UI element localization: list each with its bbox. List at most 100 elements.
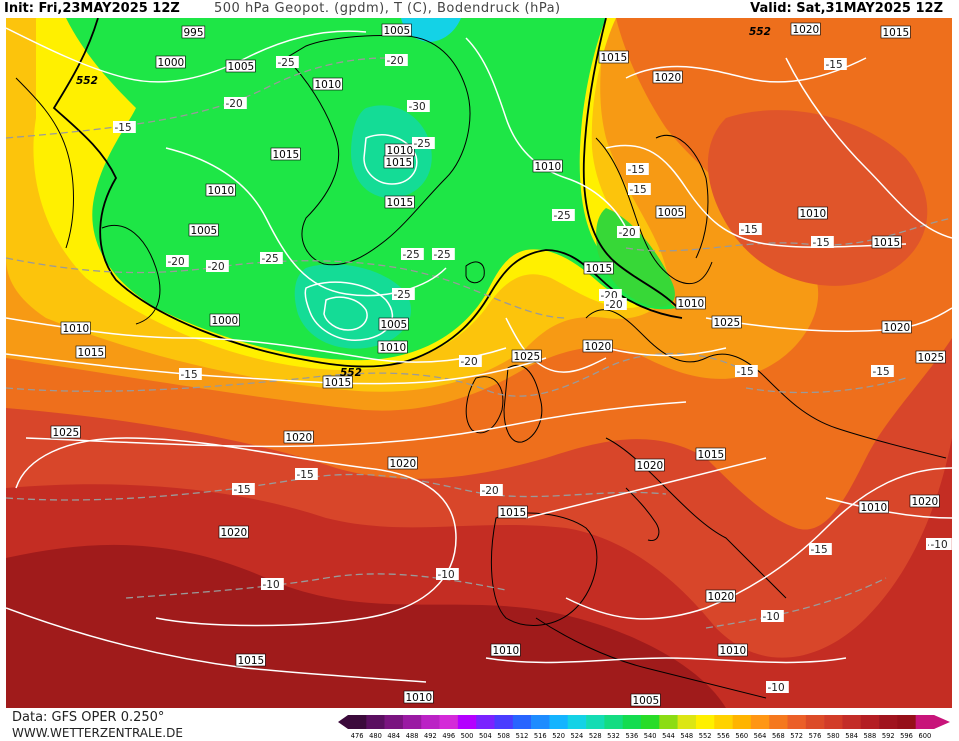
isobar-label: 1025 — [711, 315, 742, 329]
colorbar-tick-label: 548 — [680, 731, 693, 739]
temperature-label-text: -20 — [606, 299, 623, 311]
temperature-label: -20 — [459, 355, 482, 368]
isobar-label-text: 1020 — [708, 591, 735, 603]
temperature-label-text: -15 — [181, 369, 198, 381]
isobar-label-box — [634, 458, 665, 472]
temperature-label: -25 — [392, 288, 415, 301]
isobar-label-text: 1020 — [884, 322, 911, 334]
temperature-label: -15 — [295, 468, 318, 481]
temperature-label-box — [401, 248, 424, 260]
isobar-label-box — [75, 345, 106, 359]
isobar-label: 1005 — [225, 59, 256, 73]
map-title: 500 hPa Geopot. (gpdm), T (C), Bodendruc… — [214, 1, 561, 16]
isobar-label-text: 1010 — [63, 323, 90, 335]
temperature-label: -15 — [179, 368, 202, 381]
temperature-label: -15 — [739, 223, 762, 236]
temperature-label: -15 — [809, 543, 832, 556]
isobar-label-text: 1005 — [191, 225, 218, 237]
colorbar-swatch — [384, 715, 404, 729]
isobar-label: 1010 — [205, 183, 236, 197]
isobar-label-text: 1025 — [714, 317, 741, 329]
isobar-label-box — [655, 205, 686, 219]
temperature-label-text: -10 — [763, 611, 780, 623]
colorbar-swatch — [879, 715, 898, 729]
colorbar-swatch — [604, 715, 623, 729]
isobar-label: 1010 — [403, 690, 434, 704]
isobar-label: 1015 — [497, 505, 528, 519]
isobar-label-text: 1020 — [655, 72, 682, 84]
isobar-label-text: 1010 — [315, 79, 342, 91]
isobar-label: 1020 — [582, 339, 613, 353]
temperature-label-box — [766, 681, 789, 693]
isobar-label: 1000 — [155, 55, 186, 69]
temperature-label-text: -10 — [768, 682, 785, 694]
isobar-label-text: 1005 — [658, 207, 685, 219]
isobar-label-box — [381, 23, 412, 37]
colorbar-swatch — [915, 715, 935, 729]
temperature-label-text: -25 — [278, 57, 295, 69]
isobar-label-text: 1015 — [325, 377, 352, 389]
temperature-label-text: -20 — [208, 261, 225, 273]
temperature-label: -20 — [480, 484, 503, 497]
isobar-label-text: 1015 — [273, 149, 300, 161]
temperature-label: -25 — [401, 248, 424, 261]
temperature-label-box — [392, 288, 415, 300]
temperature-label: -25 — [276, 56, 299, 69]
colorbar-tick-label: 516 — [534, 731, 547, 739]
temperature-label-text: -10 — [438, 569, 455, 581]
colorbar-tick-label: 476 — [351, 731, 364, 739]
isobar-label-box — [675, 296, 706, 310]
colorbar-swatch — [641, 715, 660, 729]
contour-552 — [52, 18, 683, 368]
isobar-label: 1005 — [381, 23, 412, 37]
colorbar-tick-label: 592 — [882, 731, 895, 739]
isobar-label-box — [880, 25, 911, 39]
colorbar-tick-label: 588 — [864, 731, 877, 739]
isobar-label-text: 1000 — [158, 57, 185, 69]
temperature-label-text: -15 — [297, 469, 314, 481]
temperature-label-text: -25 — [403, 249, 420, 261]
temperature-label: -10 — [436, 568, 459, 581]
isobar-label: 1020 — [705, 589, 736, 603]
isobar-label-text: 1010 — [493, 645, 520, 657]
temperature-label-box — [735, 365, 758, 377]
temperature-label-box — [761, 610, 784, 622]
colorbar-swatch — [402, 715, 422, 729]
isobar-label: 1020 — [218, 525, 249, 539]
isobar-label-box — [711, 315, 742, 329]
temperature-label-text: -15 — [811, 544, 828, 556]
isobar-label-box — [797, 206, 828, 220]
isobar-label-box — [188, 223, 219, 237]
isobar-label-box — [225, 59, 256, 73]
isobar-label-box — [205, 183, 236, 197]
isobar-label-text: 1015 — [586, 263, 613, 275]
isobar-label: 1010 — [490, 643, 521, 657]
temperature-label-text: -10 — [263, 579, 280, 591]
isobar-label-text: 1010 — [208, 185, 235, 197]
temperature-label-box — [432, 248, 455, 260]
isobar-label: 1020 — [387, 456, 418, 470]
isobar-label-text: 1020 — [390, 458, 417, 470]
temperature-label-box — [871, 365, 894, 377]
temperature-label-text: -20 — [387, 55, 404, 67]
colorbar-swatch — [787, 715, 807, 729]
temperature-label-text: -30 — [409, 101, 426, 113]
map-footer: Data: GFS OPER 0.250° WWW.WETTERZENTRALE… — [0, 708, 959, 741]
isobar-label-text: 1015 — [500, 507, 527, 519]
isobar-label-box — [858, 500, 889, 514]
isobar-label-box — [695, 447, 726, 461]
temperature-label: -20 — [206, 260, 229, 273]
isobar-label: 1020 — [909, 494, 940, 508]
colorbar-tick-label: 556 — [717, 731, 730, 739]
temperature-label: -30 — [407, 100, 430, 113]
isobar-label-box — [50, 425, 81, 439]
temperature-label-text: -15 — [813, 237, 830, 249]
isobar-label-box — [312, 77, 343, 91]
isobar-label: 1025 — [511, 349, 542, 363]
isobar-label-text: 1010 — [678, 298, 705, 310]
colorbar-swatch — [439, 715, 459, 729]
isobars — [6, 27, 952, 683]
temperature-label-box — [113, 121, 136, 133]
temperature-label-box — [224, 97, 247, 109]
isobar-label-text: 1005 — [633, 695, 660, 707]
